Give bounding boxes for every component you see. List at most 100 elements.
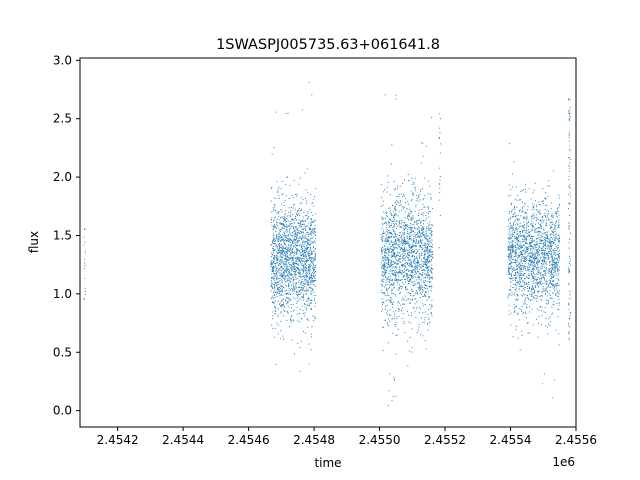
data-point-3475	[534, 258, 536, 260]
data-point-172	[284, 217, 286, 219]
data-point-2921	[389, 270, 391, 272]
data-point-1344	[275, 270, 277, 272]
data-point-4150	[515, 260, 517, 262]
data-point-1124	[288, 250, 290, 252]
data-point-4479	[524, 284, 526, 286]
data-point-2424	[415, 236, 417, 238]
data-point-3757	[522, 229, 524, 231]
data-point-1899	[413, 262, 415, 264]
data-point-4949	[523, 229, 525, 232]
data-point-1252	[281, 305, 283, 307]
data-point-1169	[301, 296, 303, 298]
data-point-4388	[518, 288, 520, 290]
data-point-3422	[439, 143, 441, 145]
data-point-4622	[532, 324, 534, 326]
data-point-4014	[545, 197, 547, 199]
data-point-3977	[520, 285, 523, 288]
data-point-1028	[280, 223, 282, 225]
data-point-3134	[411, 261, 413, 263]
data-point-1548	[284, 251, 286, 253]
data-point-3065	[412, 215, 414, 217]
data-point-2518	[382, 204, 384, 206]
data-point-1374	[299, 272, 302, 274]
data-point-3268	[385, 281, 387, 284]
data-point-3057	[400, 254, 402, 256]
data-point-3625	[530, 231, 532, 233]
data-point-874	[310, 232, 312, 234]
data-point-3202	[426, 238, 428, 240]
data-point-3351	[412, 260, 414, 262]
data-point-1771	[427, 208, 429, 210]
data-point-3413	[405, 273, 407, 275]
data-point-2598	[420, 317, 423, 319]
data-point-3724	[541, 233, 543, 235]
data-point-435	[273, 197, 275, 199]
data-point-4432	[517, 282, 519, 284]
data-point-3626	[536, 308, 538, 310]
data-point-3117	[399, 255, 402, 257]
data-point-1407	[313, 315, 315, 317]
data-point-3396	[419, 282, 421, 284]
data-point-1713	[280, 305, 282, 307]
data-point-3433	[439, 132, 441, 134]
data-point-3994	[516, 234, 518, 236]
data-point-4376	[526, 213, 528, 215]
data-point-476	[277, 284, 279, 286]
data-point-199	[271, 281, 273, 284]
data-point-2682	[413, 259, 415, 261]
data-point-3811	[531, 225, 533, 227]
data-point-2887	[395, 246, 397, 249]
data-point-1413	[280, 256, 282, 258]
data-point-3689	[544, 307, 546, 309]
data-point-181	[275, 236, 278, 238]
data-point-3491	[558, 304, 560, 307]
data-point-756	[284, 264, 286, 266]
data-point-3056	[413, 266, 415, 268]
data-point-4535	[520, 235, 522, 237]
data-point-2596	[396, 220, 398, 222]
data-point-2960	[413, 238, 415, 240]
data-point-3233	[403, 179, 406, 181]
data-point-2574	[389, 212, 392, 214]
data-point-1361	[283, 271, 285, 273]
data-point-4215	[546, 295, 549, 297]
data-point-1810	[422, 295, 424, 298]
data-point-4967	[548, 219, 550, 221]
data-point-3343	[407, 297, 409, 300]
data-point-3328	[419, 231, 421, 233]
data-point-2308	[381, 216, 383, 218]
data-point-4757	[509, 272, 511, 274]
data-point-3013	[423, 261, 425, 263]
data-point-2806	[418, 227, 420, 229]
data-point-1807	[389, 277, 391, 279]
data-point-1032	[275, 293, 278, 295]
data-point-1378	[292, 303, 294, 306]
data-point-4180	[556, 216, 559, 218]
data-point-776	[296, 274, 298, 276]
data-point-547	[270, 290, 272, 292]
data-point-2808	[385, 237, 387, 239]
data-point-4438	[534, 285, 536, 287]
data-point-301	[305, 272, 307, 274]
data-point-3045	[410, 217, 412, 219]
data-point-3435	[439, 191, 441, 193]
data-point-2234	[398, 232, 400, 234]
data-point-2046	[418, 285, 420, 287]
data-point-2819	[421, 252, 423, 255]
data-point-607	[275, 274, 277, 276]
data-point-4709	[529, 275, 531, 277]
data-point-917	[295, 281, 297, 283]
data-point-2879	[395, 98, 397, 100]
data-point-2797	[430, 198, 432, 200]
data-point-3107	[396, 278, 398, 280]
data-point-1380	[315, 302, 317, 304]
data-point-3314	[390, 214, 392, 216]
data-point-3884	[541, 217, 543, 219]
data-point-1656	[283, 265, 285, 267]
data-point-4410	[550, 247, 552, 249]
data-point-4465	[557, 264, 559, 267]
data-point-975	[271, 254, 273, 256]
data-point-4751	[528, 332, 530, 334]
data-point-592	[304, 306, 306, 308]
data-point-3109	[418, 279, 420, 281]
